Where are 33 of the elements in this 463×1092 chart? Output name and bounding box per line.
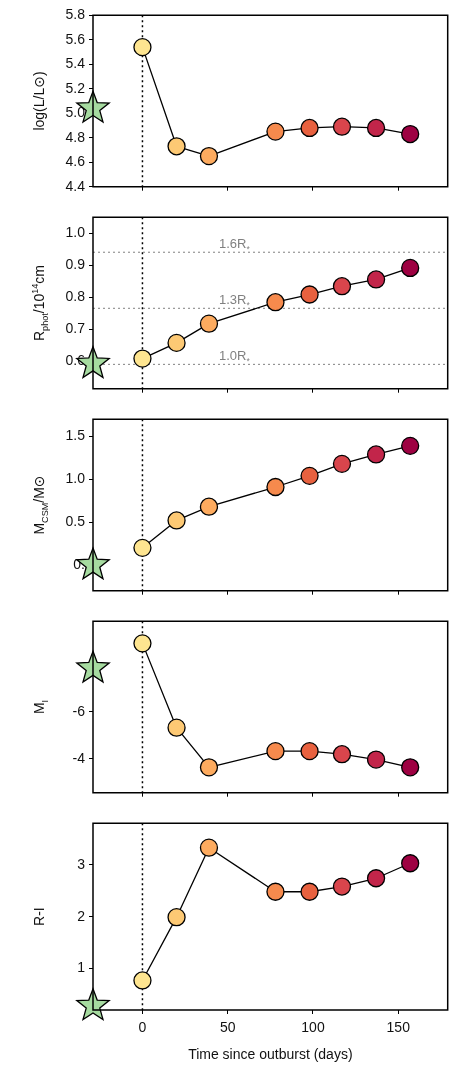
y-tick-label: 5.4: [65, 55, 86, 72]
y-tick-label: 0.5: [65, 513, 86, 529]
y-tick-label: 5.6: [65, 30, 86, 47]
y-tick-label: 0.9: [65, 256, 86, 273]
y-axis-title: MCSM/M⊙: [31, 475, 51, 535]
y-tick-label: 4.4: [65, 177, 86, 194]
y-tick-label: 4.6: [65, 153, 86, 170]
y-tick-label: 0.8: [65, 288, 86, 305]
y-tick-label: 4.8: [65, 128, 86, 145]
x-tick-label: 150: [386, 1019, 411, 1036]
y-tick-label: 1.5: [65, 427, 86, 444]
x-axis-title: Time since outburst (days): [188, 1046, 353, 1063]
x-tick-label: 50: [219, 1019, 236, 1036]
ref-line-label: 1.0R*: [218, 348, 251, 367]
x-tick-label: 0: [138, 1019, 147, 1036]
y-tick-label: 3: [77, 855, 86, 872]
y-tick-label: 1.0: [65, 470, 86, 487]
y-tick-label: 2: [77, 907, 86, 924]
y-tick-label: 0.7: [65, 320, 86, 337]
y-tick-label: 5.0: [65, 104, 86, 121]
y-axis-title: log(L/L⊙): [31, 71, 47, 131]
ref-line-label: 1.6R*: [218, 236, 251, 255]
y-tick-label: 5.2: [65, 79, 86, 96]
y-tick-label: 1.0: [65, 224, 86, 241]
y-tick-label: -4: [72, 749, 86, 766]
y-axis-title: MI: [31, 699, 51, 715]
x-tick-label: 100: [301, 1019, 325, 1036]
y-tick-label: 5.8: [65, 6, 86, 23]
y-axis-title: Rphot/1014cm: [29, 264, 51, 342]
ref-line-label: 1.3R*: [218, 292, 251, 311]
y-tick-label: 1: [77, 959, 86, 976]
y-tick-label: -6: [72, 702, 86, 719]
y-axis-title: R-I: [31, 907, 47, 926]
